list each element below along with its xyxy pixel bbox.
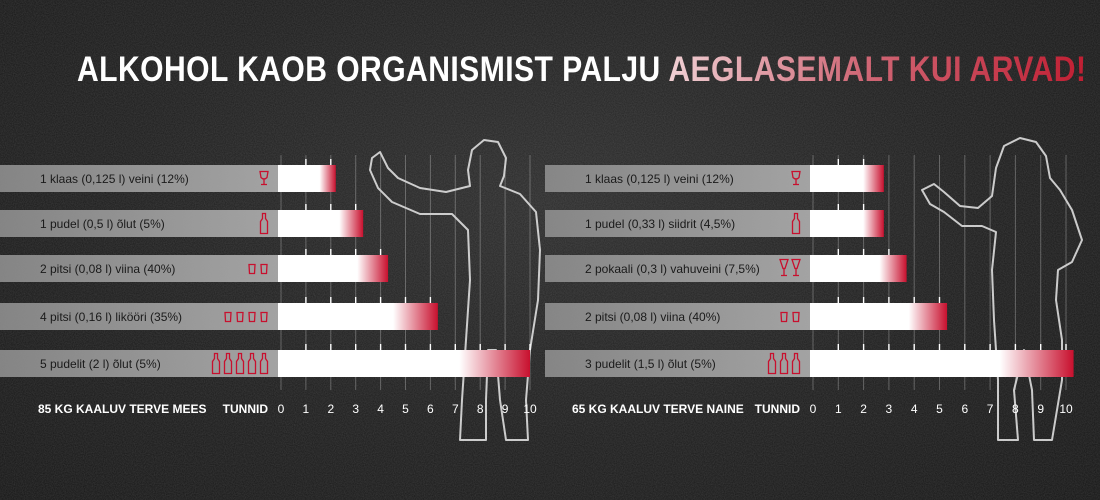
tick-label: 1 [303,402,310,416]
headline: ALKOHOL KAOB ORGANISMIST PALJU AEGLASEMA… [77,50,1086,90]
shot-glass-icon [792,311,800,323]
category-label: 2 pokaali (0,3 l) vahuveini (7,5%) [585,262,760,276]
tick-label: 10 [523,402,537,416]
tick-label: 0 [278,402,285,416]
shot-glass-icon [236,311,244,323]
bottle-icon [791,212,801,235]
tick-label: 3 [352,402,359,416]
data-bar [278,303,438,330]
tick-label: 1 [835,402,842,416]
bottle-icon [259,212,269,235]
bottle-icon [235,352,245,375]
tick-label: 9 [1037,402,1044,416]
tick-label: 2 [860,402,867,416]
tick-label: 7 [452,402,459,416]
category-label: 3 pudelit (1,5 l) õlut (5%) [585,357,716,371]
champagne-glass-icon [791,258,801,277]
row-band [0,255,278,282]
tick-label: 6 [961,402,968,416]
data-bar [810,350,1074,377]
tick-label: 8 [1012,402,1019,416]
headline-red: AEGLASEMALT KUI ARVAD! [668,50,1087,89]
tick-label: 3 [886,402,893,416]
category-label: 1 klaas (0,125 l) veini (12%) [40,172,189,186]
shot-glass-icon [260,263,268,275]
tick-label: 0 [810,402,817,416]
group-label: 85 KG KAALUV TERVE MEES [38,402,206,416]
data-bar [278,255,389,282]
group-label: 65 KG KAALUV TERVE NAINE [572,402,744,416]
category-label: 2 pitsi (0,08 l) viina (40%) [585,310,720,324]
tick-label: 7 [987,402,994,416]
row-band [545,350,810,377]
female-chart-group: 1 klaas (0,125 l) veini (12%) 1 pudel (0,… [545,155,1074,416]
bottle-icon [223,352,233,375]
category-label: 1 pudel (0,5 l) õlut (5%) [40,217,165,231]
woman-silhouette [921,137,1083,441]
row-band [0,165,278,192]
x-axis-label: TUNNID [755,402,801,416]
category-label: 4 pitsi (0,16 l) likööri (35%) [40,310,182,324]
wine-glass-icon [791,170,801,186]
shot-glass-icon [248,311,256,323]
tick-label: 10 [1059,402,1073,416]
tick-label: 5 [936,402,943,416]
shot-glass-icon [260,311,268,323]
bottle-icon [259,352,269,375]
bottle-icon [247,352,257,375]
bottle-icon [779,352,789,375]
tick-label: 4 [377,402,384,416]
tick-label: 8 [477,402,484,416]
male-chart-group: 1 klaas (0,125 l) veini (12%) 1 pudel (0,… [0,155,537,416]
shot-glass-icon [248,263,256,275]
bottle-icon [211,352,221,375]
headline-white: ALKOHOL KAOB ORGANISMIST PALJU [77,50,661,89]
category-label: 1 pudel (0,33 l) siidrit (4,5%) [585,217,735,231]
tick-label: 4 [911,402,918,416]
x-axis-label: TUNNID [223,402,269,416]
data-bar [278,210,364,237]
bottle-icon [791,352,801,375]
data-bar [278,350,530,377]
tick-label: 2 [327,402,334,416]
champagne-glass-icon [779,258,789,277]
bottle-icon [767,352,777,375]
row-band [545,210,810,237]
shot-glass-icon [780,311,788,323]
category-label: 2 pitsi (0,08 l) viina (40%) [40,262,175,276]
tick-label: 9 [502,402,509,416]
data-bar [810,255,907,282]
data-bar [278,165,336,192]
wine-glass-icon [259,170,269,186]
row-band [545,165,810,192]
row-band [0,210,278,237]
category-label: 5 pudelit (2 l) õlut (5%) [40,357,161,371]
row-band [545,255,810,282]
data-bar [810,165,884,192]
row-band [0,303,278,330]
tick-label: 5 [402,402,409,416]
tick-label: 6 [427,402,434,416]
row-band [545,303,810,330]
shot-glass-icon [224,311,232,323]
category-label: 1 klaas (0,125 l) veini (12%) [585,172,734,186]
data-bar [810,303,948,330]
data-bar [810,210,884,237]
